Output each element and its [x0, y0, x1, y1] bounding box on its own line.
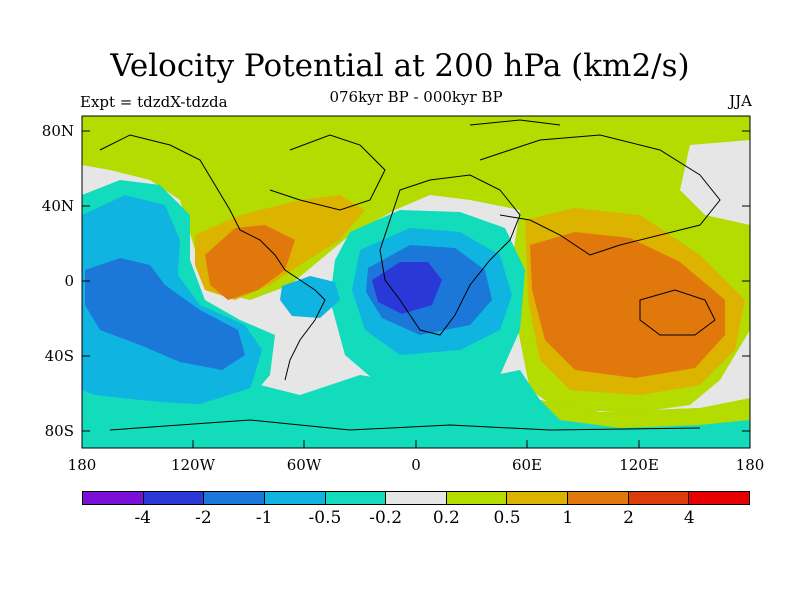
colorbar-tick-label: 2: [623, 508, 634, 528]
colorbar-swatch: [264, 492, 326, 504]
lon-label-60e: 60E: [511, 456, 543, 474]
colorbar-swatch: [689, 492, 750, 504]
contour-field: [82, 116, 750, 448]
colorbar-tick-label: -0.5: [308, 508, 342, 528]
colorbar-swatch: [204, 492, 265, 504]
lon-label-0: 0: [411, 456, 421, 474]
colorbar-swatch: [325, 492, 387, 504]
lon-label-120w: 120W: [170, 456, 216, 474]
lat-label-0: 0: [64, 272, 74, 290]
colorbar-tick-label: 4: [683, 508, 695, 528]
map-title: Velocity Potential at 200 hPa (km2/s): [110, 48, 690, 84]
south-positive-band: [540, 398, 750, 428]
colorbar-swatch: [628, 492, 690, 504]
lat-label-40n: 40N: [41, 197, 74, 215]
colorbar-tick-label: 1: [562, 508, 574, 528]
south-negative-band: [82, 370, 750, 448]
colorbar-tick-label: -0.2: [369, 508, 403, 528]
colorbar-swatch: [386, 492, 447, 504]
season-label: JJA: [729, 92, 752, 110]
colorbar-tick-label: 0.2: [432, 508, 460, 528]
colorbar-tick-label: -4: [134, 508, 151, 528]
map-subtitle: 076kyr BP - 000kyr BP: [329, 88, 503, 106]
colorbar-swatch: [83, 492, 144, 504]
experiment-label: Expt = tdzdX-tdzda: [80, 93, 228, 111]
lon-label-180w: 180: [67, 456, 97, 474]
colorbar-tick-label: -2: [195, 508, 212, 528]
west-positive-strong: [205, 225, 295, 300]
east-positive-strong: [530, 232, 725, 378]
lon-label-120e: 120E: [619, 456, 659, 474]
south-america-negative: [280, 276, 340, 318]
colorbar-swatch: [143, 492, 205, 504]
atlantic-negative-max: [372, 262, 442, 314]
colorbar-swatch: [507, 492, 569, 504]
colorbar-swatch: [568, 492, 629, 504]
colorbar-tick-label: -1: [255, 508, 273, 528]
lon-label-180e: 180: [735, 456, 765, 474]
axis-ticks: [82, 130, 750, 448]
pacific-negative-strong: [85, 258, 245, 370]
colorbar-swatch: [446, 492, 508, 504]
lat-label-40s: 40S: [44, 347, 74, 365]
colorbar: [82, 491, 750, 505]
colorbar-tick-label: 0.5: [493, 508, 521, 528]
lon-label-60w: 60W: [286, 456, 322, 474]
lat-label-80s: 80S: [44, 422, 74, 440]
coastlines: [99, 119, 721, 431]
lat-label-80n: 80N: [41, 122, 74, 140]
